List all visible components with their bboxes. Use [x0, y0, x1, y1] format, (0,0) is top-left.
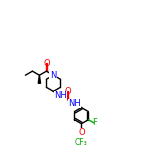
- Text: N: N: [50, 71, 57, 80]
- Text: O: O: [43, 59, 50, 68]
- Text: NH: NH: [68, 99, 81, 108]
- Text: O: O: [64, 87, 71, 96]
- Text: CF₃: CF₃: [75, 138, 88, 147]
- Text: O: O: [78, 128, 85, 137]
- Polygon shape: [38, 75, 41, 83]
- Text: F: F: [92, 118, 97, 127]
- Text: NH: NH: [54, 91, 67, 100]
